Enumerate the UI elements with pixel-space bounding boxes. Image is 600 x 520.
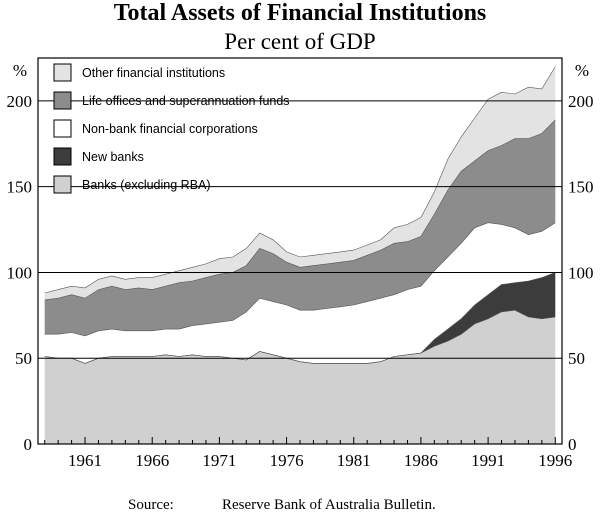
legend-swatch-0 bbox=[53, 175, 72, 194]
y-tick-left-150: 150 bbox=[7, 178, 33, 197]
y-tick-left-100: 100 bbox=[7, 263, 33, 282]
y-tick-right-50: 50 bbox=[568, 349, 585, 368]
x-tick-label-1971: 1971 bbox=[202, 451, 236, 470]
y-tick-left-0: 0 bbox=[24, 435, 33, 454]
legend-label-2: Non-bank financial corporations bbox=[82, 122, 258, 136]
x-tick-label-1966: 1966 bbox=[135, 451, 169, 470]
source-label: Source: bbox=[128, 497, 174, 513]
y-tick-left-200: 200 bbox=[7, 92, 33, 111]
legend-label-3: Life offices and superannuation funds bbox=[82, 94, 290, 108]
chart-title: Total Assets of Financial Institutions bbox=[113, 0, 487, 26]
legend-swatch-2 bbox=[53, 119, 72, 138]
y-tick-right-150: 150 bbox=[568, 178, 594, 197]
x-tick-label-1961: 1961 bbox=[68, 451, 102, 470]
y-tick-right-0: 0 bbox=[568, 435, 577, 454]
x-tick-label-1991: 1991 bbox=[471, 451, 505, 470]
series-outline-4 bbox=[44, 66, 556, 294]
y-unit-right: % bbox=[575, 61, 589, 80]
y-unit-left: % bbox=[13, 61, 27, 80]
source-text: Reserve Bank of Australia Bulletin. bbox=[222, 497, 436, 513]
x-tick-label-1981: 1981 bbox=[337, 451, 371, 470]
legend-label-1: New banks bbox=[82, 150, 144, 164]
x-tick-label-1986: 1986 bbox=[404, 451, 438, 470]
series-outline-1 bbox=[44, 272, 556, 364]
x-tick-label-1976: 1976 bbox=[270, 451, 304, 470]
area-series-3 bbox=[44, 119, 556, 336]
series-outline-3 bbox=[44, 119, 556, 301]
area-series-2 bbox=[44, 222, 556, 364]
legend-swatch-3 bbox=[53, 91, 72, 110]
x-tick-label-1996: 1996 bbox=[538, 451, 572, 470]
chart-subtitle: Per cent of GDP bbox=[224, 29, 376, 54]
y-tick-right-100: 100 bbox=[568, 263, 594, 282]
area-series-0 bbox=[44, 310, 556, 444]
legend-swatch-4 bbox=[53, 63, 72, 82]
legend-swatch-1 bbox=[53, 147, 72, 166]
legend-label-4: Other financial institutions bbox=[82, 66, 225, 80]
y-tick-right-200: 200 bbox=[568, 92, 594, 111]
y-tick-left-50: 50 bbox=[15, 349, 32, 368]
series-outline-2 bbox=[44, 222, 556, 337]
legend-label-0: Banks (excluding RBA) bbox=[82, 178, 211, 192]
